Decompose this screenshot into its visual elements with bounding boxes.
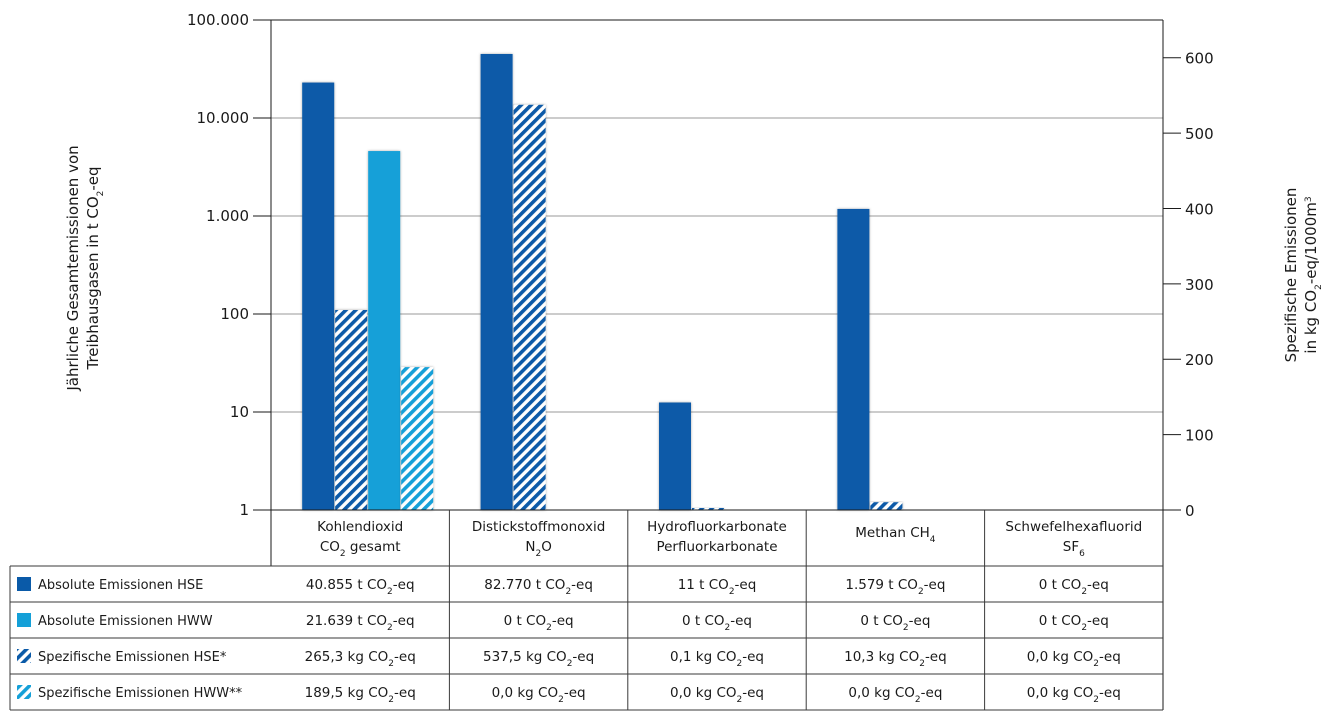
category-sublabel: Perfluorkarbonate xyxy=(656,539,777,555)
category-label: Schwefelhexafluorid xyxy=(1005,519,1142,535)
table-cell: 265,3 kg CO2-eq xyxy=(305,649,416,669)
category-label: Hydrofluorkarbonate xyxy=(647,519,787,535)
category-sublabel: SF6 xyxy=(1063,539,1085,559)
left-tick-label: 10.000 xyxy=(197,109,250,127)
legend-label: Absolute Emissionen HWW xyxy=(38,614,213,629)
right-tick-label: 600 xyxy=(1185,50,1214,68)
left-tick-label: 100 xyxy=(220,305,249,323)
left-tick-label: 1 xyxy=(239,501,249,519)
table-cell: 0,0 kg CO2-eq xyxy=(1027,649,1121,669)
table-cell: 0,0 kg CO2-eq xyxy=(492,685,586,705)
right-axis-title: Spezifische Emissionen xyxy=(1282,188,1300,363)
legend-swatch xyxy=(17,685,31,699)
right-tick-label: 300 xyxy=(1185,276,1214,294)
legend-swatch xyxy=(17,649,31,663)
legend-label: Spezifische Emissionen HSE* xyxy=(38,650,227,665)
table-cell: 0,0 kg CO2-eq xyxy=(848,685,942,705)
table-cell: 0 t CO2-eq xyxy=(1039,577,1109,597)
legend-swatch xyxy=(17,577,31,591)
bar-absolute-emissionen-hse-1 xyxy=(480,53,513,511)
table-cell: 537,5 kg CO2-eq xyxy=(483,649,594,669)
bar-absolute-emissionen-hse-0 xyxy=(302,82,335,511)
category-label: Distickstoffmonoxid xyxy=(472,519,605,535)
right-tick-label: 200 xyxy=(1185,351,1214,369)
category-sublabel: CO2 gesamt xyxy=(320,539,401,559)
table-cell: 189,5 kg CO2-eq xyxy=(305,685,416,705)
left-tick-label: 100.000 xyxy=(187,11,249,29)
bar-absolute-emissionen-hse-2 xyxy=(659,402,691,510)
right-tick-label: 0 xyxy=(1185,502,1195,520)
bar-spezifische-emissionen-hww-0 xyxy=(401,367,434,510)
legend-label: Absolute Emissionen HSE xyxy=(38,578,203,593)
table-cell: 0,1 kg CO2-eq xyxy=(670,649,764,669)
bar-spezifische-emissionen-hse-0 xyxy=(335,310,368,510)
table-cell: 1.579 t CO2-eq xyxy=(845,577,945,597)
table-cell: 11 t CO2-eq xyxy=(678,577,757,597)
table-cell: 0 t CO2-eq xyxy=(860,613,930,633)
table-cell: 82.770 t CO2-eq xyxy=(484,577,593,597)
table-cell: 0 t CO2-eq xyxy=(1039,613,1109,633)
table-cell: 21.639 t CO2-eq xyxy=(306,613,415,633)
left-tick-label: 10 xyxy=(230,403,249,421)
left-axis-title-line2: Treibhausgasen in t CO2-eq xyxy=(84,166,106,370)
bar-absolute-emissionen-hww-0 xyxy=(368,151,401,510)
table-cell: 0 t CO2-eq xyxy=(504,613,574,633)
table-cell: 10,3 kg CO2-eq xyxy=(844,649,947,669)
left-tick-label: 1.000 xyxy=(206,207,249,225)
table-cell: 0,0 kg CO2-eq xyxy=(1027,685,1121,705)
right-tick-label: 100 xyxy=(1185,427,1214,445)
table-cell: 0,0 kg CO2-eq xyxy=(670,685,764,705)
table-cell: 40.855 t CO2-eq xyxy=(306,577,415,597)
bar-absolute-emissionen-hse-3 xyxy=(837,208,870,510)
category-label: Kohlendioxid xyxy=(317,519,403,535)
bar-spezifische-emissionen-hse-2 xyxy=(692,508,724,510)
table-cell: 0 t CO2-eq xyxy=(682,613,752,633)
category-sublabel: N2O xyxy=(525,539,551,559)
bar-spezifische-emissionen-hse-3 xyxy=(870,502,903,510)
right-axis-title-line2: in kg CO2-eq/1000m3 xyxy=(1302,196,1324,353)
right-tick-label: 400 xyxy=(1185,200,1214,218)
left-axis-title: Jährliche Gesamtemissionen von xyxy=(64,145,82,391)
bar-spezifische-emissionen-hse-1 xyxy=(513,104,546,511)
category-label: Methan CH4 xyxy=(855,525,936,545)
legend-label: Spezifische Emissionen HWW** xyxy=(38,686,243,701)
right-tick-label: 500 xyxy=(1185,125,1214,143)
legend-swatch xyxy=(17,613,31,627)
